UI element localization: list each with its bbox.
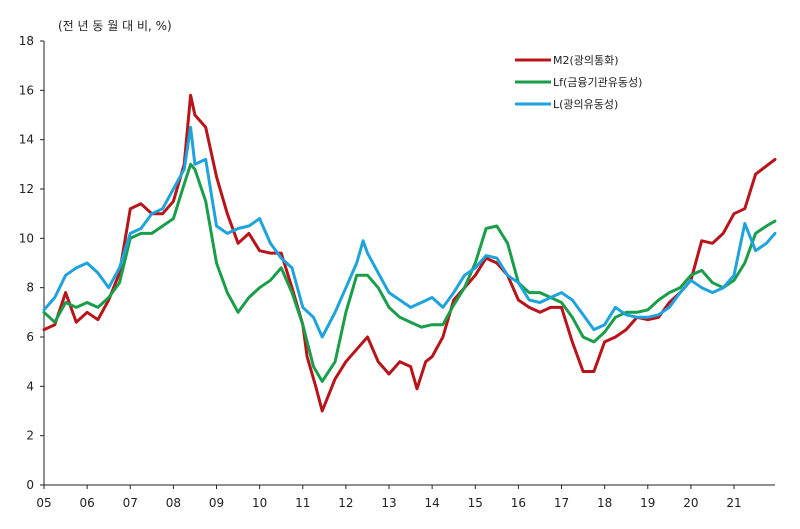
y-tick-label: 8 — [26, 281, 34, 295]
x-tick-label: 10 — [252, 496, 267, 510]
legend: M2(광의통화) Lf(금융기관유동성) L(광의유동성) — [515, 54, 642, 111]
y-tick-label: 16 — [19, 83, 34, 97]
x-tick-label: 21 — [726, 496, 741, 510]
legend-label-1: Lf(금융기관유동성) — [553, 76, 642, 89]
x-tick-label: 15 — [468, 496, 483, 510]
series-lines — [42, 93, 777, 413]
x-tick-label: 09 — [209, 496, 224, 510]
x-tick-label: 08 — [166, 496, 181, 510]
legend-label-2: L(광의유동성) — [553, 98, 618, 111]
x-tick-label: 12 — [338, 496, 353, 510]
x-tick-label: 16 — [511, 496, 526, 510]
x-tick-label: 20 — [683, 496, 698, 510]
x-tick-label: 11 — [295, 496, 310, 510]
series-line-2 — [42, 125, 777, 339]
x-tick-label: 13 — [381, 496, 396, 510]
y-tick-label: 10 — [19, 231, 34, 245]
x-axis-ticks: 05 06 07 08 09 10 11 12 13 14 15 16 17 18 19 20 21 — [36, 485, 742, 510]
legend-label-0: M2(광의통화) — [553, 54, 619, 67]
y-axis-ticks: 0 2 4 6 8 10 12 14 16 18 — [19, 34, 44, 492]
x-tick-label: 05 — [36, 496, 51, 510]
y-tick-label: 12 — [19, 182, 34, 196]
y-tick-label: 0 — [26, 478, 34, 492]
y-tick-label: 6 — [26, 330, 34, 344]
x-tick-label: 07 — [123, 496, 138, 510]
x-tick-label: 18 — [597, 496, 612, 510]
unit-label: (전 년 동 월 대 비, %) — [58, 19, 172, 33]
y-tick-label: 4 — [26, 379, 34, 393]
x-tick-label: 06 — [79, 496, 94, 510]
y-tick-label: 2 — [26, 429, 34, 443]
x-tick-label: 14 — [425, 496, 440, 510]
series-line-0 — [42, 93, 777, 413]
x-tick-label: 17 — [554, 496, 569, 510]
y-tick-label: 14 — [19, 133, 34, 147]
y-tick-label: 18 — [19, 34, 34, 48]
x-tick-label: 19 — [640, 496, 655, 510]
series-line-1 — [42, 162, 777, 383]
